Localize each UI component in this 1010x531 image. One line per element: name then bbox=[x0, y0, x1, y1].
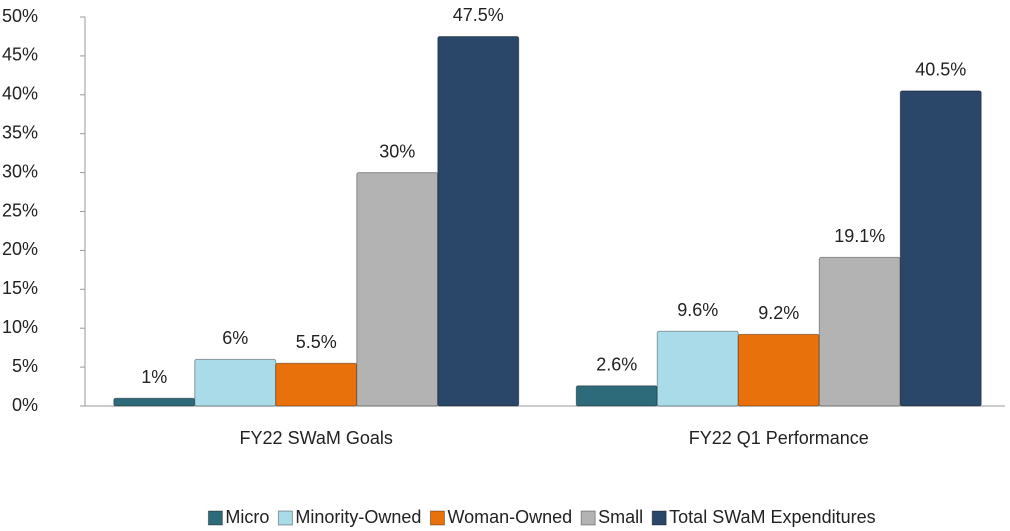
legend-swatch bbox=[207, 510, 223, 526]
data-label: 9.2% bbox=[758, 303, 799, 323]
bar bbox=[275, 362, 358, 407]
y-tick-label: 25% bbox=[2, 200, 38, 220]
data-label: 40.5% bbox=[915, 60, 966, 80]
y-tick-label: 15% bbox=[2, 278, 38, 298]
data-label: 47.5% bbox=[453, 5, 504, 25]
bar bbox=[656, 330, 739, 407]
bar bbox=[818, 256, 901, 407]
data-label: 19.1% bbox=[834, 226, 885, 246]
legend-label: Woman-Owned bbox=[447, 507, 572, 527]
legend-label: Small bbox=[598, 507, 643, 527]
y-tick-label: 5% bbox=[12, 356, 38, 376]
legend-swatch bbox=[580, 510, 596, 526]
legend-label: Micro bbox=[225, 507, 269, 527]
data-label: 5.5% bbox=[296, 332, 337, 352]
data-label: 1% bbox=[141, 367, 167, 387]
data-label: 30% bbox=[379, 141, 415, 161]
data-label: 6% bbox=[222, 328, 248, 348]
x-tick-label: FY22 SWaM Goals bbox=[240, 428, 393, 448]
bar bbox=[737, 333, 820, 407]
bar bbox=[899, 90, 982, 407]
bar bbox=[194, 358, 277, 407]
legend-swatch bbox=[651, 510, 667, 526]
bar bbox=[575, 385, 658, 407]
x-tick-label: FY22 Q1 Performance bbox=[689, 428, 869, 448]
y-tick-label: 20% bbox=[2, 239, 38, 259]
y-tick-label: 45% bbox=[2, 45, 38, 65]
data-label: 2.6% bbox=[596, 355, 637, 375]
y-tick-label: 35% bbox=[2, 122, 38, 142]
legend-label: Total SWaM Expenditures bbox=[669, 507, 875, 527]
legend-swatch bbox=[277, 510, 293, 526]
legend-swatch bbox=[429, 510, 445, 526]
y-tick-label: 40% bbox=[2, 84, 38, 104]
bar bbox=[437, 35, 520, 407]
data-label: 9.6% bbox=[677, 300, 718, 320]
bar bbox=[113, 397, 196, 407]
y-tick-label: 10% bbox=[2, 317, 38, 337]
y-tick-label: 0% bbox=[12, 395, 38, 415]
legend-label: Minority-Owned bbox=[295, 507, 421, 527]
y-tick-label: 30% bbox=[2, 161, 38, 181]
bar bbox=[356, 172, 439, 407]
y-tick-label: 50% bbox=[2, 6, 38, 26]
